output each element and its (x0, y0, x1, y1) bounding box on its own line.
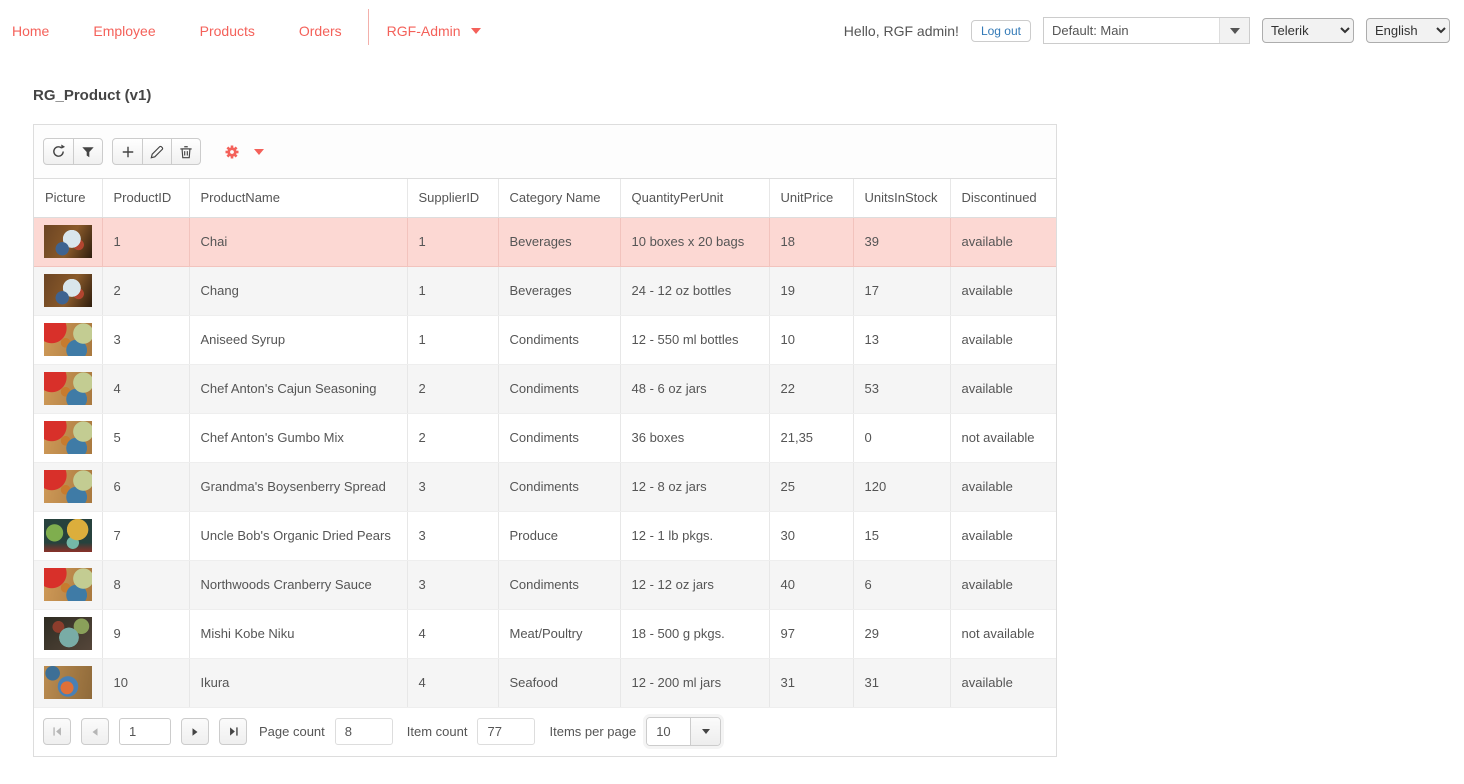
table-header-row: Picture ProductID ProductName SupplierID… (34, 179, 1056, 218)
table-row[interactable]: 5 Chef Anton's Gumbo Mix 2 Condiments 36… (34, 413, 1056, 463)
last-page-icon (229, 727, 238, 736)
first-page-icon (52, 727, 61, 736)
refresh-icon (53, 144, 66, 157)
column-header-productname[interactable]: ProductName (189, 179, 408, 218)
table-row[interactable]: 6 Grandma's Boysenberry Spread 3 Condime… (34, 462, 1056, 512)
theme-select[interactable]: Telerik (1262, 18, 1354, 43)
pencil-icon (150, 145, 164, 158)
caret-down-icon (254, 148, 264, 155)
profile-dropdown-button[interactable] (1220, 18, 1249, 43)
next-page-icon (192, 727, 198, 736)
current-page-input[interactable] (119, 718, 171, 745)
next-page-button[interactable] (181, 718, 209, 745)
column-header-supplierid[interactable]: SupplierID (407, 179, 499, 218)
product-table: Picture ProductID ProductName SupplierID… (34, 179, 1056, 708)
main-nav: Home Employee Products Orders RGF-Admin (12, 9, 481, 45)
nav-item-rgf-admin[interactable]: RGF-Admin (387, 23, 481, 39)
top-bar: Home Employee Products Orders RGF-Admin … (0, 0, 1464, 56)
delete-button[interactable] (171, 139, 200, 164)
product-grid: Picture ProductID ProductName SupplierID… (33, 124, 1057, 757)
nav-item-products[interactable]: Products (199, 23, 255, 39)
items-per-page-dropdown[interactable]: 10 (646, 717, 722, 746)
product-photo (44, 470, 92, 503)
profile-dropdown-value: Default: Main (1044, 18, 1220, 43)
top-right-controls: Hello, RGF admin! Log out Default: Main … (844, 17, 1452, 44)
toolbar-group-view (43, 138, 103, 165)
column-header-categoryname[interactable]: Category Name (498, 179, 621, 218)
filter-icon (82, 146, 94, 157)
caret-down-icon (470, 28, 481, 34)
page-count-label: Page count (259, 724, 325, 739)
toolbar-group-edit (112, 138, 201, 165)
item-count-label: Item count (406, 724, 468, 739)
filter-button[interactable] (73, 139, 102, 164)
product-photo (44, 372, 92, 405)
logout-button[interactable]: Log out (970, 19, 1031, 42)
table-row[interactable]: 9 Mishi Kobe Niku 4 Meat/Poultry 18 - 50… (34, 609, 1056, 659)
item-count-value (477, 718, 536, 745)
column-header-quantityperunit[interactable]: QuantityPerUnit (620, 179, 770, 218)
product-photo (44, 274, 92, 307)
nav-admin-label: RGF-Admin (386, 23, 461, 39)
nav-item-orders[interactable]: Orders (298, 23, 342, 39)
table-row[interactable]: 3 Aniseed Syrup 1 Condiments 12 - 550 ml… (34, 315, 1056, 365)
column-header-discontinued[interactable]: Discontinued (950, 179, 1056, 218)
previous-page-icon (92, 727, 98, 736)
column-header-picture[interactable]: Picture (34, 179, 103, 218)
gear-icon (225, 145, 239, 158)
items-per-page-dropdown-button[interactable] (690, 718, 721, 745)
items-per-page-value: 10 (647, 718, 691, 745)
table-row[interactable]: 10 Ikura 4 Seafood 12 - 200 ml jars 31 3… (34, 658, 1056, 708)
product-photo (44, 568, 92, 601)
page-title: RG_Product (v1) (33, 87, 152, 104)
product-photo (44, 666, 92, 699)
caret-down-icon (1229, 27, 1240, 34)
trash-icon (180, 145, 192, 158)
table-row[interactable]: 7 Uncle Bob's Organic Dried Pears 3 Prod… (34, 511, 1056, 561)
column-header-productid[interactable]: ProductID (102, 179, 190, 218)
product-photo (44, 323, 92, 356)
table-row[interactable]: 8 Northwoods Cranberry Sauce 3 Condiment… (34, 560, 1056, 610)
column-header-unitsinstock[interactable]: UnitsInStock (853, 179, 951, 218)
grid-settings-button[interactable] (224, 144, 264, 160)
language-select[interactable]: English (1366, 18, 1450, 43)
previous-page-button[interactable] (81, 718, 109, 745)
nav-divider (367, 9, 369, 45)
greeting-text: Hello, RGF admin! (843, 22, 959, 39)
table-row[interactable]: 4 Chef Anton's Cajun Seasoning 2 Condime… (34, 364, 1056, 414)
table-row[interactable]: 2 Chang 1 Beverages 24 - 12 oz bottles 1… (34, 266, 1056, 316)
add-button[interactable] (113, 139, 142, 164)
product-photo (44, 617, 92, 650)
nav-item-employee[interactable]: Employee (93, 23, 156, 39)
first-page-button[interactable] (43, 718, 71, 745)
items-per-page-label: Items per page (549, 724, 637, 739)
refresh-button[interactable] (44, 139, 73, 164)
page-count-value (334, 718, 393, 745)
plus-icon (122, 146, 133, 157)
table-row[interactable]: 1 Chai 1 Beverages 10 boxes x 20 bags 18… (34, 217, 1056, 267)
last-page-button[interactable] (219, 718, 247, 745)
nav-item-home[interactable]: Home (12, 23, 50, 39)
edit-button[interactable] (142, 139, 171, 164)
product-photo (44, 421, 92, 454)
caret-down-icon (701, 729, 710, 734)
grid-toolbar (34, 125, 1056, 179)
product-photo (44, 519, 92, 552)
grid-pager: Page count Item count Items per page 10 (34, 707, 1056, 756)
profile-dropdown[interactable]: Default: Main (1043, 17, 1250, 44)
column-header-unitprice[interactable]: UnitPrice (769, 179, 854, 218)
product-photo (44, 225, 92, 258)
